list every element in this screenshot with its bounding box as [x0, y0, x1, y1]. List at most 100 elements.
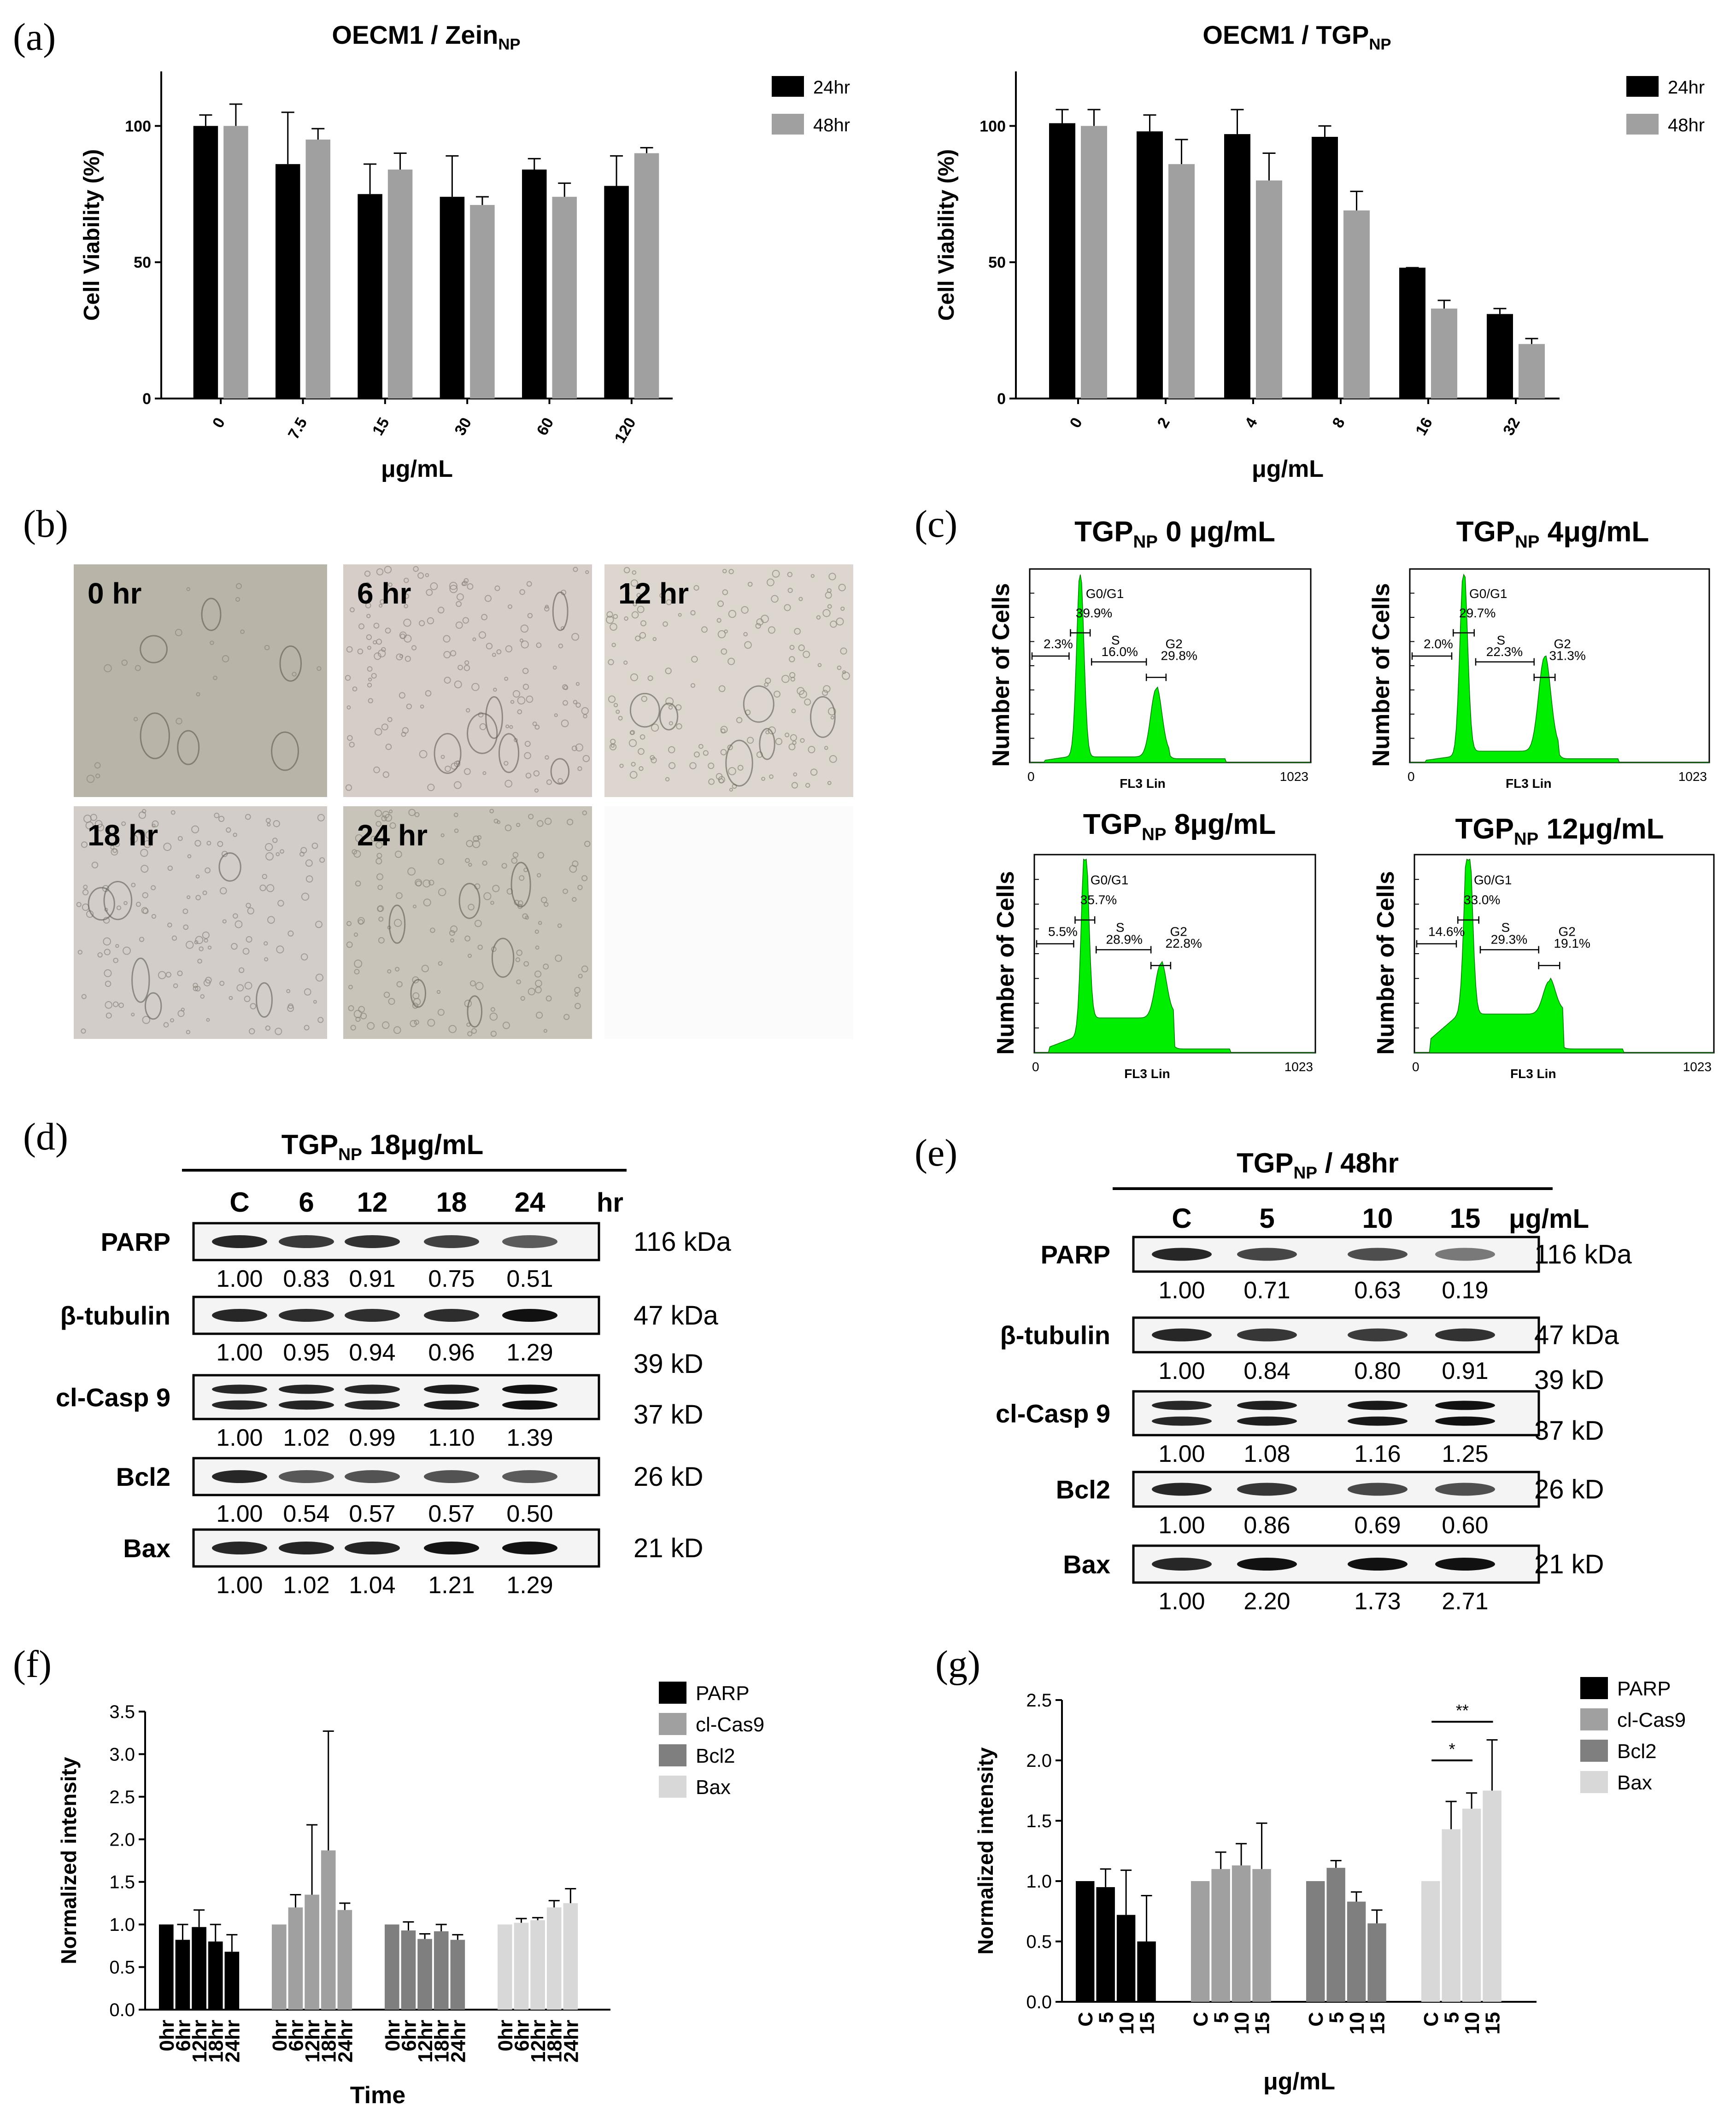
- cell-speck: [528, 988, 535, 996]
- cell-speck: [186, 1030, 191, 1034]
- cell-speck: [105, 1001, 112, 1009]
- x-tick-label: 10: [1231, 2012, 1253, 2035]
- cell-speck: [217, 841, 223, 847]
- cell-speck: [505, 645, 513, 653]
- cell-speck: [152, 820, 159, 827]
- cell-speck: [81, 994, 87, 999]
- western-blot-dose: TGPNP / 48hr C 5 10 15 μg/mL PARP 1.00 0.71 0.63 0…: [996, 1148, 1632, 1615]
- cell-speck: [104, 969, 112, 977]
- y-tick-label: 1.5: [109, 1872, 135, 1893]
- cell-speck: [453, 781, 462, 789]
- cell-speck: [213, 675, 217, 680]
- cell-speck: [207, 945, 212, 950]
- cell-speck: [737, 765, 744, 771]
- cell-speck: [311, 842, 318, 849]
- cell-speck: [629, 771, 638, 779]
- x-tick-label: C: [1074, 2012, 1097, 2027]
- legend-label: 48hr: [1668, 115, 1705, 135]
- cell-speck: [534, 724, 540, 730]
- cell-speck: [483, 892, 492, 900]
- cell-speck: [366, 634, 372, 640]
- cell-body: [177, 730, 200, 765]
- cell-speck: [355, 1016, 361, 1022]
- band-ratio: 0.96: [428, 1339, 475, 1366]
- cell-speck: [95, 774, 100, 779]
- cell-speck: [624, 616, 628, 621]
- cell-speck: [516, 950, 522, 956]
- s-label: S: [1116, 921, 1125, 935]
- cell-speck: [584, 840, 591, 847]
- x-end: 1023: [1280, 769, 1308, 784]
- cell-speck: [185, 941, 194, 949]
- y-tick-label: 3.0: [109, 1744, 135, 1765]
- blot-label: cl-Casp 9: [996, 1399, 1110, 1428]
- cell-speck: [264, 957, 269, 962]
- cell-speck: [396, 981, 403, 988]
- cell-speck: [828, 573, 836, 581]
- cell-speck: [496, 649, 502, 655]
- cell-body: [140, 635, 168, 663]
- g0g1-label: G0/G1: [1091, 873, 1128, 887]
- cell-speck: [533, 770, 540, 777]
- cell-speck: [366, 614, 371, 618]
- cell-speck: [365, 582, 370, 587]
- cell-speck: [774, 691, 781, 698]
- cell-speck: [182, 908, 188, 914]
- cell-body: [725, 739, 753, 787]
- cell-speck: [765, 730, 770, 734]
- cell-speck: [472, 637, 476, 641]
- cell-speck: [840, 606, 845, 611]
- cell-speck: [708, 778, 715, 785]
- cell-speck: [186, 587, 190, 591]
- cell-speck: [123, 946, 131, 955]
- x-tick-label: 0hr: [381, 2020, 404, 2051]
- cell-speck: [86, 774, 95, 783]
- cell-speck: [373, 622, 380, 629]
- cell-speck: [428, 880, 434, 885]
- legend-swatch: [659, 1744, 686, 1766]
- bar-Bax: [498, 1924, 512, 2010]
- cell-speck: [543, 1029, 548, 1033]
- band-ratio: 0.50: [506, 1501, 553, 1527]
- y-tick-label: 3.5: [109, 1702, 135, 1722]
- cell-speck: [511, 857, 518, 864]
- bar-Bax: [1483, 1790, 1501, 2002]
- cell-speck: [490, 1031, 497, 1037]
- cell-speck: [651, 757, 657, 763]
- cell-speck: [226, 827, 231, 833]
- cell-speck: [509, 725, 513, 729]
- cell-speck: [827, 604, 832, 609]
- cell-body: [629, 692, 660, 728]
- cell-speck: [703, 750, 709, 756]
- cell-speck: [789, 672, 796, 678]
- cell-speck: [317, 1017, 324, 1023]
- blot-band: [279, 1384, 334, 1394]
- legend-swatch: [659, 1776, 686, 1798]
- cell-speck: [842, 670, 846, 674]
- cell-speck: [585, 570, 589, 574]
- band-ratio: 0.69: [1354, 1512, 1401, 1539]
- x-tick-label: C: [1305, 2012, 1327, 2027]
- x-tick-label: 0hr: [269, 2020, 291, 2051]
- y-tick-label: 1.0: [109, 1915, 135, 1935]
- cell-speck: [536, 873, 541, 878]
- cell-speck: [727, 745, 733, 751]
- cell-speck: [469, 980, 476, 986]
- facs-title: TGPNP 8μg/mL: [1083, 809, 1276, 844]
- cell-speck: [505, 724, 510, 728]
- cell-body: [467, 995, 483, 1028]
- facs-xlabel: FL3 Lin: [1510, 1067, 1556, 1081]
- cell-speck: [77, 950, 83, 955]
- bar-Bcl2: [1347, 1901, 1366, 2002]
- mw-label: 39 kD: [633, 1349, 704, 1379]
- cell-speck: [387, 717, 393, 722]
- facs-histogram: [1414, 858, 1714, 1053]
- band-ratio: 1.00: [216, 1339, 263, 1366]
- facs-ylabel: Number of Cells: [988, 583, 1015, 767]
- cell-speck: [133, 717, 138, 721]
- cell-speck: [81, 1028, 86, 1034]
- cell-speck: [639, 632, 646, 639]
- cell-speck: [720, 726, 728, 733]
- cell-speck: [727, 657, 735, 665]
- cell-speck: [353, 932, 358, 937]
